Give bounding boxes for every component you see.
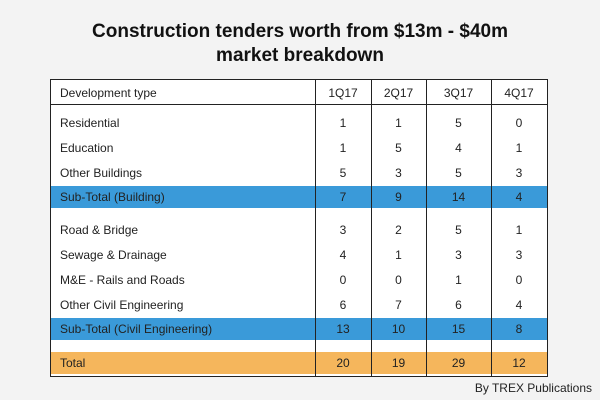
subtotal-row: Sub-Total (Civil Engineering) 13 10 15 8 [51,318,547,340]
column-divider [371,80,372,376]
row-label: Total [60,356,86,370]
value-cell: 13 [336,322,350,336]
value-cell: 1 [515,223,523,237]
column-header-3q17: 3Q17 [443,86,474,100]
value-cell: 12 [512,356,526,370]
value-cell: 1 [339,141,347,155]
value-cell: 15 [451,322,466,336]
value-cell: 7 [339,190,347,204]
value-cell: 20 [336,356,350,370]
credit-text: By TREX Publications [474,381,592,395]
value-cell: 29 [451,356,466,370]
column-header-1q17: 1Q17 [328,86,358,100]
value-cell: 0 [515,273,523,287]
value-cell: 5 [395,141,402,155]
row-label: Sub-Total (Building) [60,190,165,204]
row-label: Education [60,141,114,155]
value-cell: 1 [395,116,402,130]
value-cell: 5 [339,166,347,180]
value-cell: 10 [391,322,406,336]
header-divider [51,104,547,105]
chart-title: Construction tenders worth from $13m - $… [0,20,600,68]
value-cell: 4 [515,298,523,312]
total-row: Total 20 19 29 12 [51,352,547,374]
value-cell: 3 [455,248,462,262]
column-divider [491,80,492,376]
value-cell: 8 [515,322,523,336]
subtotal-row: Sub-Total (Building) 7 9 14 4 [51,186,547,208]
value-cell: 6 [455,298,462,312]
value-cell: 1 [515,141,523,155]
value-cell: 5 [455,223,462,237]
value-cell: 1 [339,116,347,130]
value-cell: 3 [395,166,402,180]
row-label: Road & Bridge [60,223,139,237]
data-table: Development type 1Q17 2Q17 3Q17 4Q17 Resident… [50,79,548,377]
row-label: Sewage & Drainage [60,248,167,262]
table-row: Other Civil Engineering 6 7 6 4 [51,294,547,316]
row-label: M&E - Rails and Roads [60,273,185,287]
column-header-4q17: 4Q17 [504,86,534,100]
value-cell: 3 [515,166,523,180]
column-header-development-type: Development type [60,86,157,100]
value-cell: 0 [515,116,523,130]
row-label: Residential [60,116,120,130]
value-cell: 3 [339,223,347,237]
value-cell: 2 [395,223,402,237]
value-cell: 4 [515,190,523,204]
title-line-1: Construction tenders worth from $13m - $… [92,21,508,42]
column-divider [426,80,427,376]
value-cell: 5 [455,116,462,130]
row-label: Other Buildings [60,166,143,180]
header-row: Development type 1Q17 2Q17 3Q17 4Q17 [51,82,547,104]
value-cell: 5 [455,166,462,180]
value-cell: 19 [391,356,406,370]
row-label: Other Civil Engineering [60,298,184,312]
table-row: Other Buildings 5 3 5 3 [51,162,547,184]
table-row: Residential 1 1 5 0 [51,112,547,134]
value-cell: 0 [395,273,402,287]
value-cell: 0 [339,273,347,287]
column-divider [315,80,316,376]
row-label: Sub-Total (Civil Engineering) [60,322,213,336]
table-row: Sewage & Drainage 4 1 3 3 [51,244,547,266]
table-row: Education 1 5 4 1 [51,137,547,159]
value-cell: 4 [455,141,462,155]
table-row: Road & Bridge 3 2 5 1 [51,219,547,241]
value-cell: 1 [395,248,402,262]
value-cell: 3 [515,248,523,262]
value-cell: 14 [451,190,466,204]
table-row: M&E - Rails and Roads 0 0 1 0 [51,269,547,291]
value-cell: 9 [395,190,402,204]
value-cell: 6 [339,298,347,312]
value-cell: 7 [395,298,402,312]
title-line-2: market breakdown [216,45,384,66]
value-cell: 1 [455,273,462,287]
column-header-2q17: 2Q17 [383,86,414,100]
value-cell: 4 [339,248,347,262]
